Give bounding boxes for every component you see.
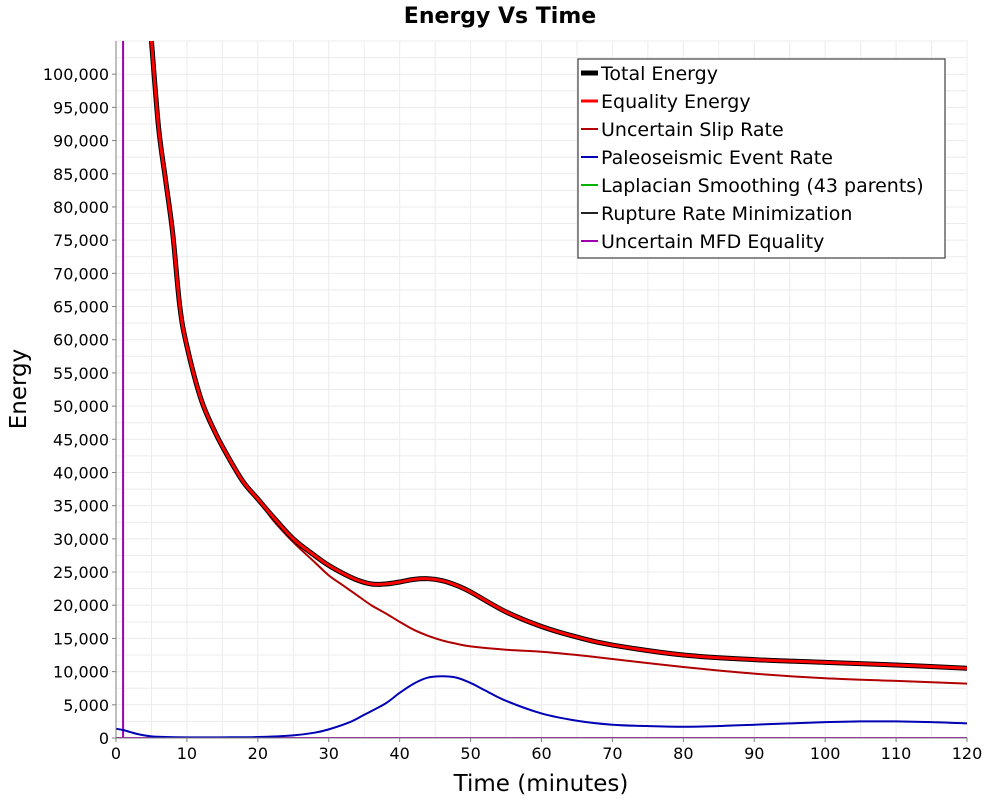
x-tick-label: 120 (952, 744, 983, 763)
legend-label-0: Total Energy (600, 63, 718, 85)
y-tick-label: 75,000 (53, 231, 109, 250)
legend-label-1: Equality Energy (601, 91, 751, 113)
legend-box (577, 58, 946, 259)
chart-title: Energy Vs Time (404, 4, 596, 29)
axes (112, 41, 968, 742)
x-tick-label: 50 (460, 744, 480, 763)
legend: Total Energy Equality Energy Uncertain Sli… (577, 58, 946, 259)
legend-label-2: Uncertain Slip Rate (601, 119, 784, 141)
legend-label-6: Uncertain MFD Equality (601, 231, 824, 253)
tick-labels: 0 10 20 30 40 50 60 70 80 90 100 110 120 0 5,000 10,000… (43, 65, 982, 763)
y-tick-label: 95,000 (53, 98, 109, 117)
y-tick-label: 35,000 (53, 497, 109, 516)
x-tick-label: 10 (177, 744, 197, 763)
y-tick-label: 80,000 (53, 198, 109, 217)
y-tick-label: 30,000 (53, 530, 109, 549)
series-lines (116, 41, 967, 738)
x-tick-label: 20 (248, 744, 268, 763)
x-tick-label: 30 (319, 744, 339, 763)
y-tick-label: 100,000 (43, 65, 109, 84)
x-tick-label: 70 (602, 744, 622, 763)
y-tick-label: 20,000 (53, 596, 109, 615)
y-tick-label: 40,000 (53, 463, 109, 482)
y-tick-label: 15,000 (53, 629, 109, 648)
y-tick-label: 50,000 (53, 397, 109, 416)
x-tick-label: 90 (744, 744, 764, 763)
x-tick-label: 100 (810, 744, 841, 763)
x-axis-label: Time (minutes) (453, 771, 629, 797)
y-tick-label: 5,000 (63, 696, 109, 715)
series-line-1 (149, 41, 967, 670)
y-tick-label: 65,000 (53, 298, 109, 317)
y-tick-label: 90,000 (53, 132, 109, 151)
series-line-3 (116, 675, 967, 738)
x-tick-label: 0 (111, 744, 121, 763)
y-tick-label: 70,000 (53, 264, 109, 283)
x-tick-label: 80 (673, 744, 693, 763)
legend-label-4: Laplacian Smoothing (43 parents) (601, 175, 924, 197)
x-tick-label: 60 (531, 744, 551, 763)
y-axis-label: Energy (6, 349, 32, 430)
y-tick-label: 60,000 (53, 331, 109, 350)
y-tick-label: 10,000 (53, 663, 109, 682)
y-tick-label: 25,000 (53, 563, 109, 582)
y-tick-label: 45,000 (53, 430, 109, 449)
y-tick-label: 0 (99, 729, 109, 748)
y-tick-label: 55,000 (53, 364, 109, 383)
legend-label-5: Rupture Rate Minimization (601, 203, 852, 225)
legend-label-3: Paleoseismic Event Rate (601, 147, 833, 169)
x-tick-label: 40 (389, 744, 409, 763)
x-tick-label: 110 (881, 744, 912, 763)
y-tick-label: 85,000 (53, 165, 109, 184)
